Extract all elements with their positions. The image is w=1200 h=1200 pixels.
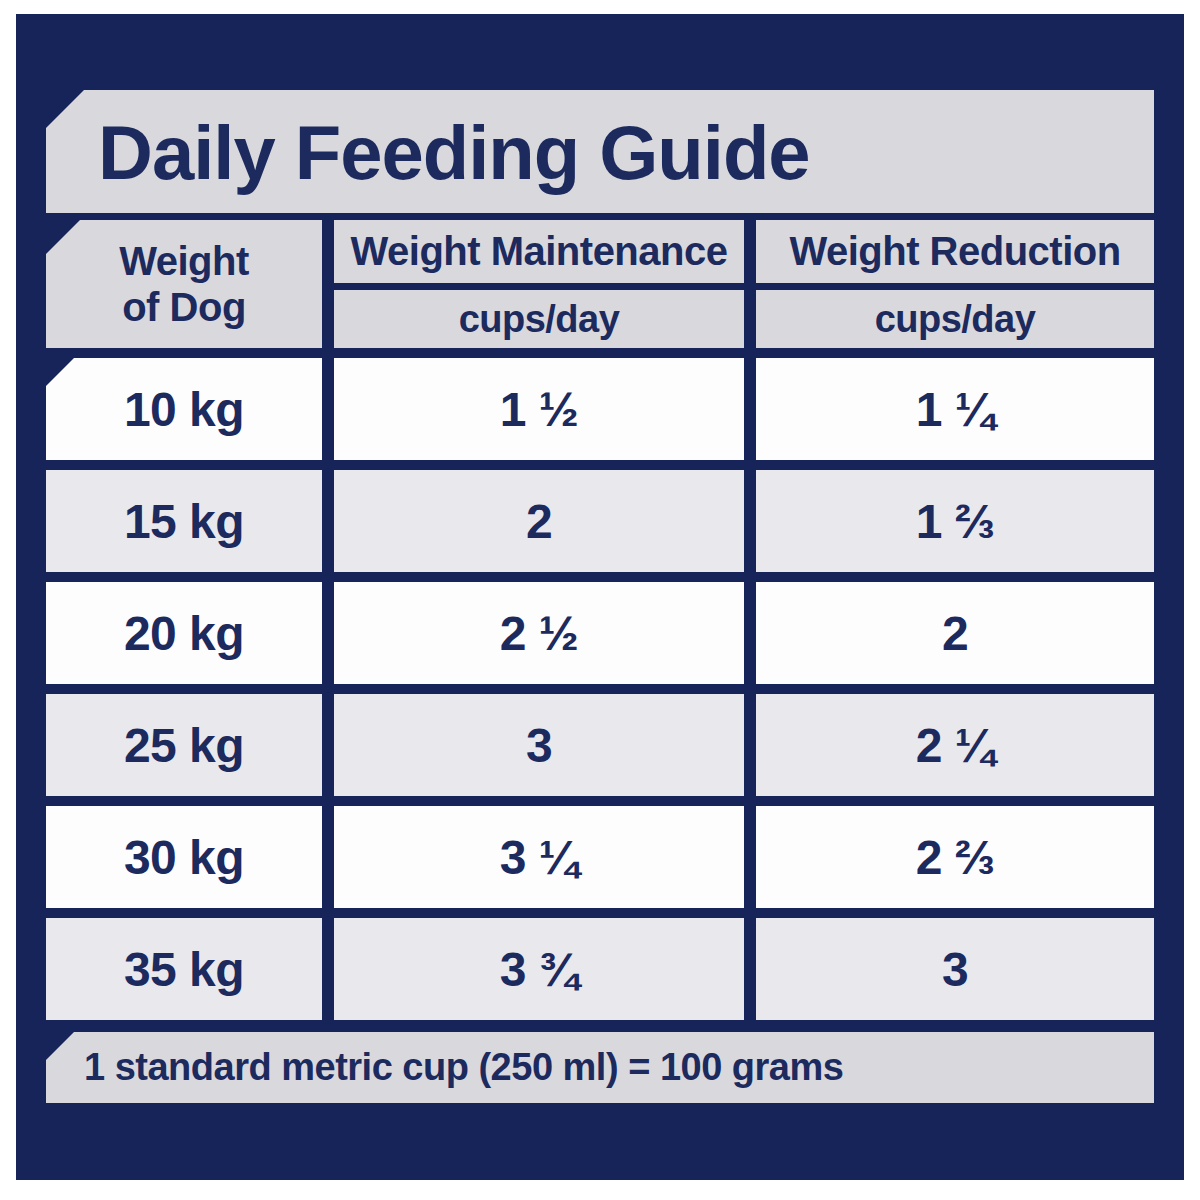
- cup-conversion-text: 1 standard metric cup (250 ml) = 100 gra…: [84, 1046, 843, 1089]
- maintenance-cell: 2 ½: [334, 582, 744, 684]
- weight-header-line2: of Dog: [122, 284, 246, 330]
- maintenance-cell: 1 ½: [334, 358, 744, 460]
- weight-cell: 30 kg: [46, 806, 322, 908]
- weight-header-line1: Weight: [119, 238, 249, 284]
- reduction-cell: 1 ¼: [756, 358, 1154, 460]
- maintenance-cell: 3: [334, 694, 744, 796]
- weight-reduction-unit: cups/day: [756, 290, 1154, 348]
- weight-cell: 20 kg: [46, 582, 322, 684]
- reduction-cell: 2 ¼: [756, 694, 1154, 796]
- reduction-cell: 2 ⅔: [756, 806, 1154, 908]
- maintenance-cell: 3 ¾: [334, 918, 744, 1020]
- column-header-weight-reduction: Weight Reduction cups/day: [756, 220, 1154, 348]
- weight-cell: 10 kg: [46, 358, 322, 460]
- maintenance-cell: 2: [334, 470, 744, 572]
- weight-cell: 25 kg: [46, 694, 322, 796]
- column-header-weight-of-dog: Weight of Dog: [46, 220, 322, 348]
- weight-reduction-label: Weight Reduction: [756, 220, 1154, 283]
- feeding-guide-label: Daily Feeding Guide Weight of Dog Weight…: [0, 0, 1200, 1200]
- maintenance-cell: 3 ¼: [334, 806, 744, 908]
- reduction-cell: 1 ⅔: [756, 470, 1154, 572]
- weight-maintenance-unit: cups/day: [334, 290, 744, 348]
- cup-conversion-note: 1 standard metric cup (250 ml) = 100 gra…: [46, 1032, 1154, 1103]
- reduction-cell: 3: [756, 918, 1154, 1020]
- title-banner: Daily Feeding Guide: [46, 90, 1154, 213]
- page-title: Daily Feeding Guide: [98, 113, 810, 191]
- weight-cell: 35 kg: [46, 918, 322, 1020]
- feeding-guide-table: Weight of Dog Weight Maintenance cups/da…: [46, 220, 1154, 1020]
- weight-cell: 15 kg: [46, 470, 322, 572]
- reduction-cell: 2: [756, 582, 1154, 684]
- column-header-weight-maintenance: Weight Maintenance cups/day: [334, 220, 744, 348]
- weight-maintenance-label: Weight Maintenance: [334, 220, 744, 283]
